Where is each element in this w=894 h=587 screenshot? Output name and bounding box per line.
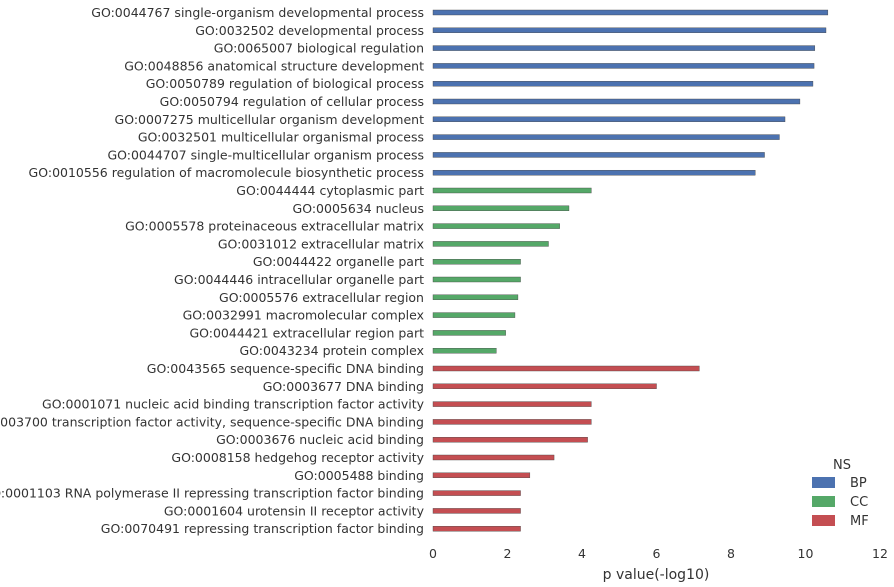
category-label: GO:0001604 urotensin II receptor activit… [164, 503, 425, 518]
bar-bp [432, 80, 814, 87]
bar-cc [432, 348, 497, 354]
legend-swatch-cc [812, 496, 835, 507]
category-label: GO:0001103 RNA polymerase II repressing … [0, 486, 424, 501]
bar-cc [432, 312, 516, 318]
bar-mf [432, 526, 521, 532]
category-label: GO:0003700 transcription factor activity… [0, 414, 424, 429]
category-label: GO:0032991 macromolecular complex [183, 308, 424, 323]
bar-mf [432, 454, 555, 461]
bar-bp [432, 169, 756, 176]
x-tick-label: 4 [578, 546, 586, 561]
bar-bp [432, 63, 815, 69]
category-label: GO:0044767 single-organism developmental… [91, 5, 424, 20]
category-label: GO:0001071 nucleic acid binding transcri… [42, 397, 425, 412]
category-label: GO:0070491 repressing transcription fact… [101, 521, 424, 536]
category-label: GO:0031012 extracellular matrix [218, 236, 424, 251]
bar-bp [432, 27, 827, 33]
category-label: GO:0044422 organelle part [253, 254, 424, 269]
legend-label-cc: CC [850, 495, 868, 510]
bar-bp [432, 98, 801, 105]
bar-cc [432, 330, 506, 336]
category-label: GO:0005576 extracellular region [219, 290, 424, 305]
bar-mf [432, 490, 521, 496]
bar-cc [432, 205, 570, 212]
category-label: GO:0050789 regulation of biological proc… [146, 76, 424, 91]
bar-mf [432, 365, 700, 372]
bar-bp [432, 9, 829, 16]
category-label: GO:0044444 cytoplasmic part [236, 183, 424, 198]
category-label: GO:0010556 regulation of macromolecule b… [29, 165, 424, 180]
bar-bp [432, 152, 765, 158]
bar-cc [432, 276, 521, 283]
bars-layer [432, 9, 829, 532]
bar-mf [432, 401, 592, 407]
category-label: GO:0044707 single-multicellular organism… [107, 147, 424, 162]
bar-cc [432, 241, 549, 247]
category-label: GO:0005488 binding [294, 468, 424, 483]
legend: NS BP CC MF [812, 458, 869, 529]
category-label: GO:0032501 multicellular organismal proc… [138, 130, 424, 145]
bar-mf [432, 419, 592, 425]
category-label: GO:0044446 intracellular organelle part [174, 272, 424, 287]
bar-bp [432, 134, 780, 140]
bar-mf [432, 383, 657, 389]
category-label: GO:0065007 biological regulation [214, 41, 424, 56]
legend-swatch-mf [812, 515, 835, 526]
bar-cc [432, 223, 560, 229]
legend-label-mf: MF [850, 514, 869, 529]
x-tick-label: 6 [653, 546, 661, 561]
category-label: GO:0007275 multicellular organism develo… [115, 112, 425, 127]
bar-cc [432, 259, 521, 265]
category-label: GO:0032502 developmental process [195, 23, 424, 38]
bar-cc [432, 187, 592, 194]
bar-bp [432, 45, 816, 51]
legend-title: NS [833, 458, 851, 473]
legend-swatch-bp [812, 477, 835, 488]
x-tick-label: 10 [798, 546, 814, 561]
category-label: GO:0003676 nucleic acid binding [216, 432, 424, 447]
bar-mf [432, 508, 521, 514]
category-label: GO:0043565 sequence-specific DNA binding [147, 361, 424, 376]
bar-bp [432, 116, 786, 123]
bar-mf [432, 437, 588, 443]
category-label: GO:0005578 proteinaceous extracellular m… [125, 219, 424, 234]
category-label: GO:0043234 protein complex [239, 343, 424, 358]
x-tick-label: 12 [872, 546, 888, 561]
x-axis-label: p value(-log10) [603, 567, 710, 583]
x-axis: 0 2 4 6 8 10 12 [429, 546, 888, 561]
bar-cc [432, 294, 519, 300]
x-tick-label: 0 [429, 546, 437, 561]
legend-label-bp: BP [850, 476, 867, 491]
category-label: GO:0048856 anatomical structure developm… [124, 58, 424, 73]
category-labels: GO:0044767 single-organism developmental… [0, 5, 425, 536]
category-label: GO:0050794 regulation of cellular proces… [160, 94, 424, 109]
x-tick-label: 2 [504, 546, 512, 561]
category-label: GO:0005634 nucleus [293, 201, 424, 216]
category-label: GO:0044421 extracellular region part [189, 325, 424, 340]
category-label: GO:0008158 hedgehog receptor activity [171, 450, 424, 465]
category-label: GO:0003677 DNA binding [263, 379, 424, 394]
bar-mf [432, 472, 531, 478]
x-tick-label: 8 [727, 546, 735, 561]
